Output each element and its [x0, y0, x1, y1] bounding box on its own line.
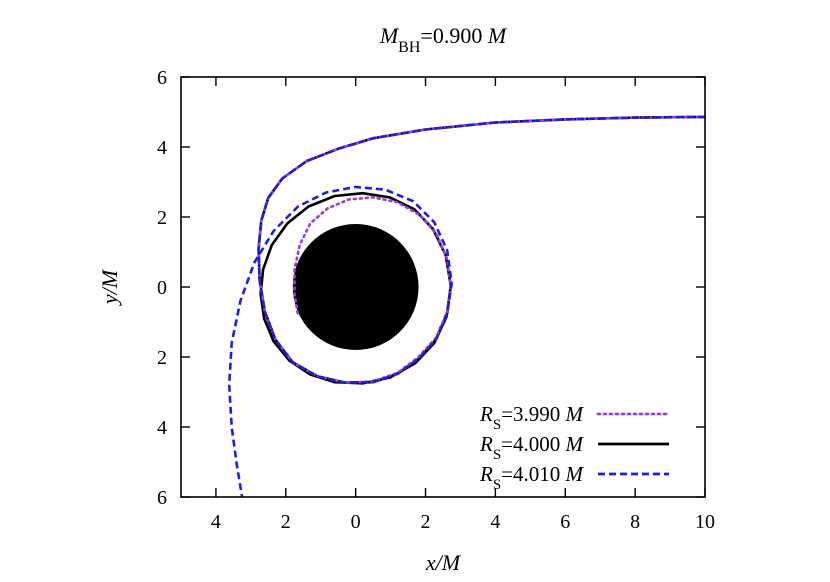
- legend-label-1: RS=4.000 M: [479, 432, 585, 463]
- legend: RS=3.990 MRS=4.000 MRS=4.010 M: [479, 402, 671, 493]
- chart-title: MBH=0.900 M: [379, 23, 508, 56]
- legend-label-2: RS=4.010 M: [479, 462, 585, 493]
- y-tick-label: 2: [157, 347, 167, 369]
- x-tick-label: 4: [490, 511, 500, 533]
- x-tick-label: 0: [351, 511, 361, 533]
- black-hole-disk: [292, 224, 419, 350]
- series-line-2: [227, 115, 705, 497]
- x-tick-label: 2: [421, 511, 431, 533]
- x-tick-label: 6: [560, 511, 570, 533]
- x-tick-label: 10: [695, 511, 715, 533]
- y-tick-label: 0: [157, 277, 167, 299]
- x-tick-label: 8: [630, 511, 640, 533]
- legend-label-0: RS=3.990 M: [479, 402, 585, 433]
- y-tick-label: 4: [157, 137, 167, 159]
- y-tick-label: 6: [157, 67, 167, 89]
- series-line-0: [257, 115, 705, 384]
- x-tick-label: 2: [281, 511, 291, 533]
- x-axis-label: x/M: [425, 550, 462, 575]
- x-tick-label: 4: [211, 511, 221, 533]
- y-tick-label: 4: [157, 417, 167, 439]
- series-layer: [227, 115, 705, 497]
- plot-frame: [180, 76, 706, 498]
- y-axis-label: y/M: [97, 268, 122, 306]
- y-tick-label: 2: [157, 207, 167, 229]
- y-tick-label: 6: [157, 487, 167, 509]
